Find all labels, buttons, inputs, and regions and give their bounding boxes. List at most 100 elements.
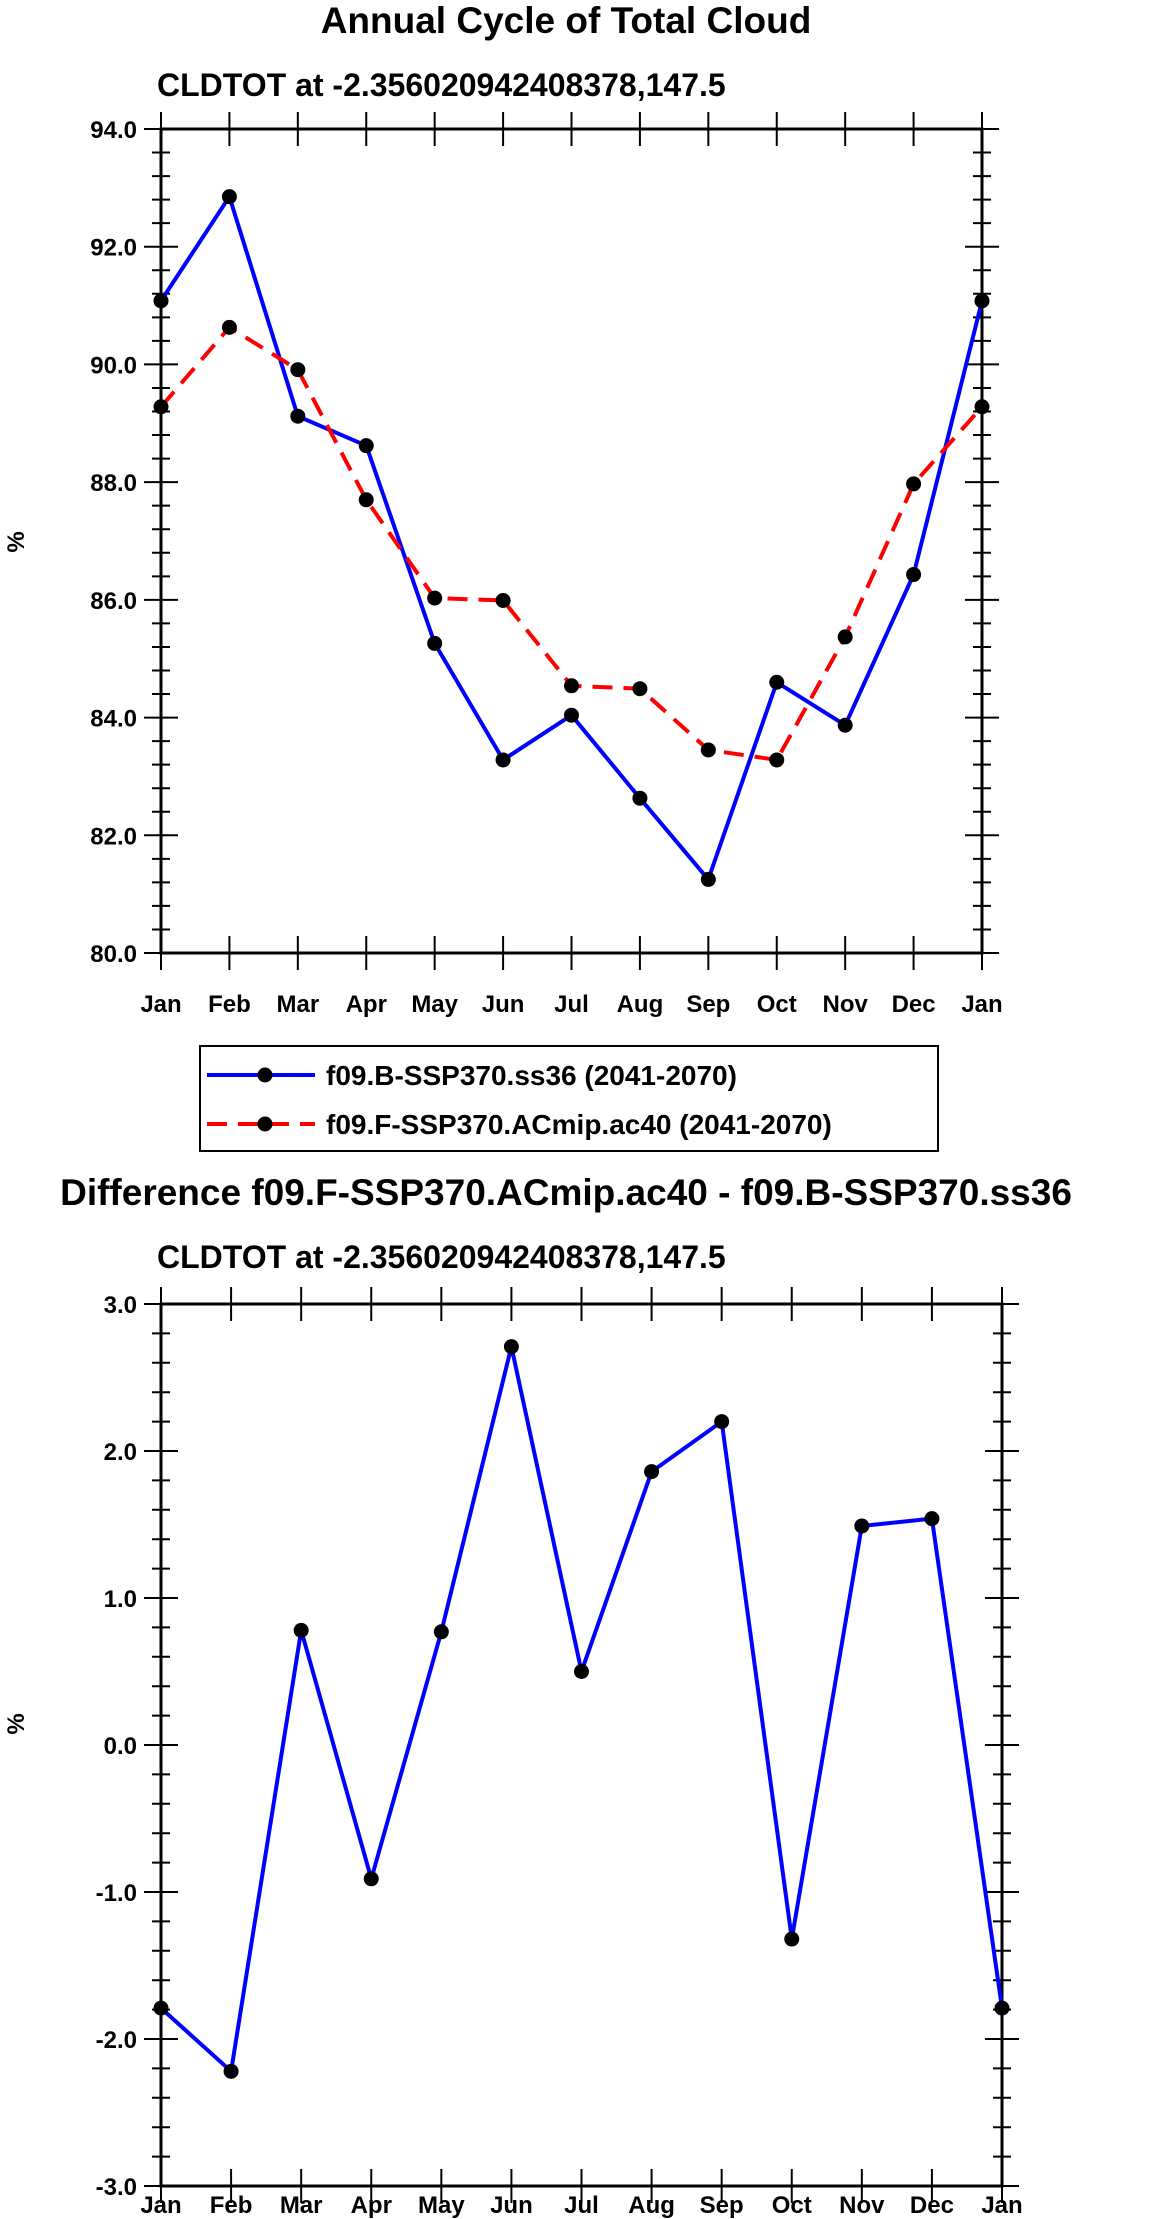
- series-2-point: [290, 362, 306, 378]
- x-tick-label: Mar: [280, 2192, 323, 2219]
- series-2-point: [495, 592, 511, 608]
- series-1-point: [358, 438, 374, 454]
- series-1-point: [994, 2000, 1010, 2016]
- series-2-point: [769, 752, 785, 768]
- y-tick-label: 80.0: [90, 941, 137, 968]
- y-tick-label: -1.0: [96, 1880, 137, 1907]
- x-tick-label: Jun: [490, 2192, 533, 2219]
- chart-2-y-axis-label: %: [3, 1713, 30, 1734]
- x-tick-label: Jan: [981, 2192, 1022, 2219]
- series-1-point: [632, 790, 648, 806]
- series-1-point: [363, 1871, 379, 1887]
- y-tick-label: 92.0: [90, 235, 137, 262]
- x-tick-label: Apr: [351, 2192, 392, 2219]
- series-1-point: [714, 1414, 730, 1430]
- legend-label-series-1: f09.B-SSP370.ss36 (2041-2070): [326, 1060, 737, 1091]
- chart-1-subtitle: CLDTOT at -2.356020942408378,147.5: [157, 67, 726, 103]
- y-tick-label: 82.0: [90, 823, 137, 850]
- series-1-point: [924, 1511, 940, 1527]
- x-tick-label: Apr: [346, 991, 387, 1018]
- series-1-point: [503, 1339, 519, 1355]
- x-tick-label: Feb: [210, 2192, 253, 2219]
- series-line-1: [159, 194, 984, 882]
- series-2-point: [427, 590, 443, 606]
- annual-cycle-chart: Annual Cycle of Total Cloud CLDTOT at -2…: [3, 0, 1003, 1152]
- series-1-point: [854, 1518, 870, 1534]
- y-tick-label: 86.0: [90, 588, 137, 615]
- legend-marker-series-2: [257, 1116, 273, 1132]
- legend-label-series-2: f09.F-SSP370.ACmip.ac40 (2041-2070): [326, 1109, 832, 1140]
- x-tick-label: Nov: [822, 991, 868, 1018]
- y-tick-label: 88.0: [90, 470, 137, 497]
- y-tick-label: -2.0: [96, 2027, 137, 2054]
- legend-marker-series-1: [257, 1067, 273, 1083]
- series-2-point: [837, 629, 853, 645]
- series-1-point: [293, 1622, 309, 1638]
- x-tick-label: Jul: [564, 2192, 599, 2219]
- series-2-point: [974, 399, 990, 415]
- series-2-point: [153, 399, 169, 415]
- y-tick-label: 90.0: [90, 352, 137, 379]
- x-tick-label: May: [411, 991, 458, 1018]
- series-line-1: [159, 1344, 1004, 2074]
- series-1-point: [433, 1624, 449, 1640]
- series-1-point: [153, 2000, 169, 2016]
- chart-2-title: Difference f09.F-SSP370.ACmip.ac40 - f09…: [60, 1172, 1072, 1213]
- chart-1-plot-area: 80.0 82.0 84.0 86.0 88.0 90.0 92.0 94.0 Jan Feb Ma…: [90, 112, 1003, 1018]
- plot-frame: [159, 1302, 1004, 2188]
- series-1-point: [290, 408, 306, 424]
- x-tick-label: Feb: [208, 991, 251, 1018]
- series-1-point: [784, 1931, 800, 1947]
- x-tick-label: Sep: [686, 991, 730, 1018]
- chart-1-y-axis-label: %: [3, 531, 30, 552]
- legend-box: [199, 1045, 939, 1152]
- y-tick-label: 3.0: [104, 1292, 137, 1319]
- x-tick-label: Aug: [628, 2192, 675, 2219]
- x-tick-label: Dec: [910, 2192, 954, 2219]
- plot-frame: [159, 127, 984, 955]
- y-tick-label: 2.0: [104, 1439, 137, 1466]
- series-1-point: [769, 674, 785, 690]
- y-tick-label: 94.0: [90, 117, 137, 144]
- x-tick-label: May: [418, 2192, 465, 2219]
- chart-1-title: Annual Cycle of Total Cloud: [321, 0, 812, 41]
- x-tick-label: Oct: [772, 2192, 812, 2219]
- x-tick-label: Nov: [839, 2192, 885, 2219]
- series-2-point: [632, 681, 648, 697]
- chart-1-legend: f09.B-SSP370.ss36 (2041-2070) f09.F-SSP3…: [199, 1045, 939, 1152]
- series-1-point: [564, 707, 579, 723]
- series-2-point: [221, 319, 237, 335]
- x-tick-label: Sep: [700, 2192, 744, 2219]
- y-tick-label: 0.0: [104, 1733, 137, 1760]
- series-1-point: [574, 1664, 589, 1679]
- x-tick-label: Oct: [757, 991, 797, 1018]
- series-1-point: [221, 189, 237, 205]
- chart-2-plot-area: -3.0 -2.0 -1.0 0.0 1.0 2.0 3.0 Jan Feb Mar Apr May J…: [96, 1287, 1023, 2219]
- series-1-point: [153, 293, 169, 309]
- y-tick-label: 84.0: [90, 706, 137, 733]
- series-1-point: [974, 293, 990, 309]
- series-2-point: [358, 492, 374, 508]
- series-1-point: [906, 567, 922, 583]
- x-tick-label: Mar: [276, 991, 319, 1018]
- difference-chart: Difference f09.F-SSP370.ACmip.ac40 - f09…: [3, 1172, 1072, 2219]
- series-2-point: [564, 678, 579, 694]
- series-1-point: [223, 2063, 239, 2079]
- x-tick-label: Jan: [961, 991, 1002, 1018]
- x-tick-label: Dec: [892, 991, 936, 1018]
- series-1-point: [700, 871, 716, 887]
- series-1-point: [427, 635, 443, 651]
- x-tick-label: Aug: [617, 991, 664, 1018]
- series-1-point: [495, 752, 511, 768]
- x-tick-label: Jul: [554, 991, 589, 1018]
- x-tick-label: Jan: [140, 991, 181, 1018]
- x-tick-label: Jun: [482, 991, 525, 1018]
- x-tick-label: Jan: [140, 2192, 181, 2219]
- series-1-point: [644, 1464, 660, 1480]
- y-tick-label: -3.0: [96, 2174, 137, 2201]
- series-1-point: [837, 717, 853, 733]
- series-2-point: [906, 476, 922, 492]
- series-2-point: [700, 742, 716, 758]
- y-tick-label: 1.0: [104, 1586, 137, 1613]
